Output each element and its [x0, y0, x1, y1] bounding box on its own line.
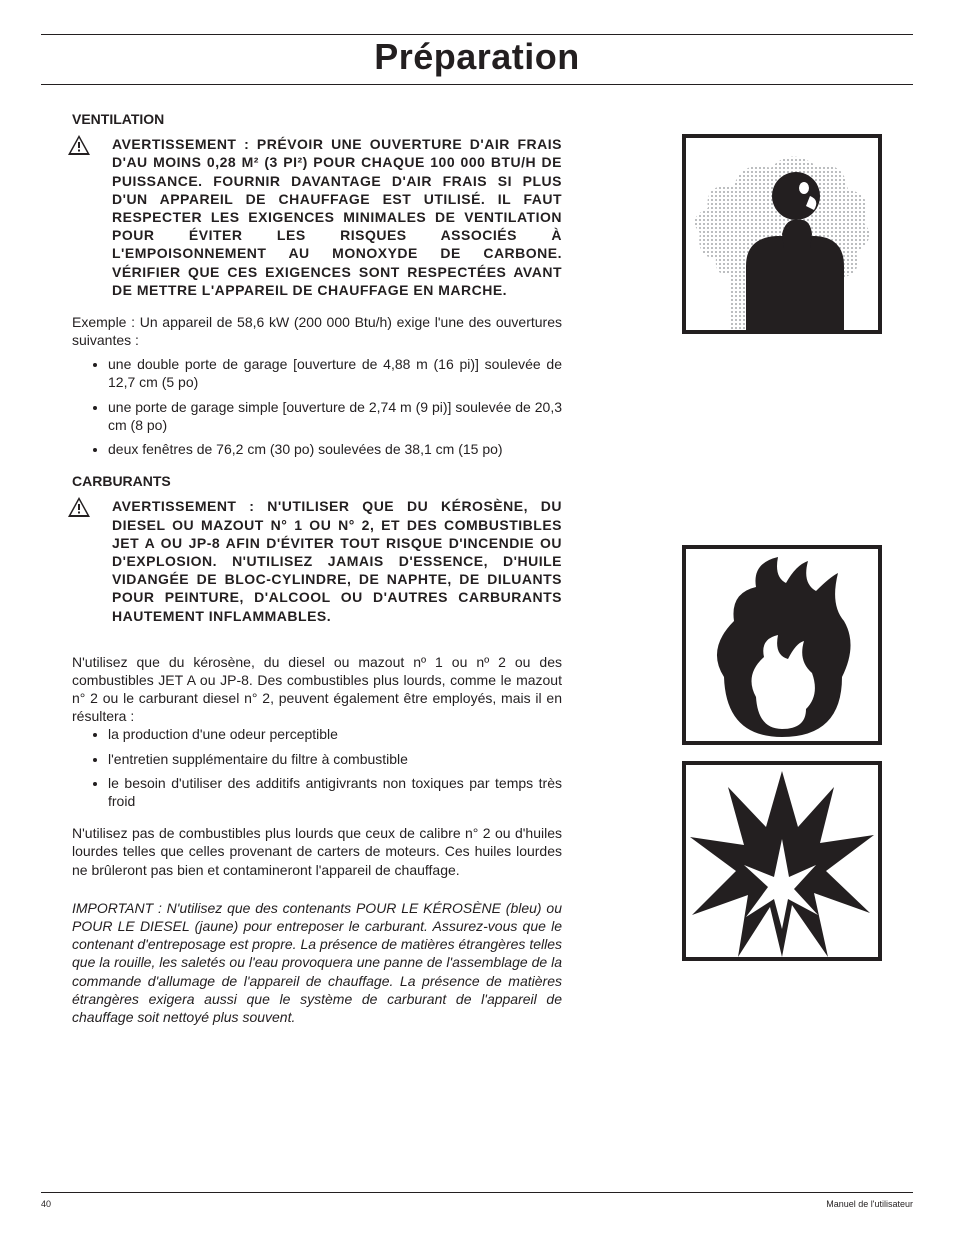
fire-hazard-icon [682, 545, 882, 745]
spacer [72, 885, 562, 899]
footer-manual-label: Manuel de l'utilisateur [826, 1199, 913, 1209]
warning-triangle-icon [68, 497, 90, 521]
ventilation-bullet: une double porte de garage [ouverture de… [108, 355, 562, 391]
asphyxiation-hazard-icon [682, 134, 882, 334]
top-rule [41, 34, 913, 35]
ventilation-bullet: une porte de garage simple [ouverture de… [108, 398, 562, 434]
ventilation-warning: AVERTISSEMENT : PRÉVOIR UNE OUVERTURE D'… [72, 135, 562, 299]
fuels-warning: AVERTISSEMENT : N'UTILISER QUE DU KÉROSÈ… [72, 497, 562, 624]
page-footer: 40 Manuel de l'utilisateur [41, 1192, 913, 1209]
right-column [632, 110, 882, 1177]
footer-rule [41, 1192, 913, 1193]
fuels-bullet-list: la production d'une odeur perceptible l'… [72, 725, 562, 810]
warning-triangle-icon [68, 135, 90, 159]
page: Préparation VENTILATION AVERTISSEMENT : … [0, 0, 954, 1235]
fuels-warning-text: AVERTISSEMENT : N'UTILISER QUE DU KÉROSÈ… [112, 498, 562, 623]
content-area: VENTILATION AVERTISSEMENT : PRÉVOIR UNE … [72, 110, 882, 1177]
explosion-hazard-icon [682, 761, 882, 961]
ventilation-heading: VENTILATION [72, 110, 562, 128]
page-title: Préparation [0, 36, 954, 78]
title-underline [41, 84, 913, 85]
ventilation-warning-text: AVERTISSEMENT : PRÉVOIR UNE OUVERTURE D'… [112, 136, 562, 298]
footer-page-number: 40 [41, 1199, 51, 1209]
fuels-para-1: N'utilisez que du kérosène, du diesel ou… [72, 653, 562, 726]
fuels-bullet: la production d'une odeur perceptible [108, 725, 562, 743]
fuels-para-2: N'utilisez pas de combustibles plus lour… [72, 824, 562, 879]
footer-row: 40 Manuel de l'utilisateur [41, 1199, 913, 1209]
fuels-important: IMPORTANT : N'utilisez que des contenant… [72, 899, 562, 1026]
ventilation-example-intro: Exemple : Un appareil de 58,6 kW (200 00… [72, 313, 562, 349]
ventilation-bullet: deux fenêtres de 76,2 cm (30 po) soulevé… [108, 440, 562, 458]
fuels-bullet: le besoin d'utiliser des additifs antigi… [108, 774, 562, 810]
fuels-heading: CARBURANTS [72, 472, 562, 490]
ventilation-bullet-list: une double porte de garage [ouverture de… [72, 355, 562, 458]
left-column: VENTILATION AVERTISSEMENT : PRÉVOIR UNE … [72, 110, 562, 1177]
fuels-bullet: l'entretien supplémentaire du filtre à c… [108, 750, 562, 768]
spacer [72, 639, 562, 653]
